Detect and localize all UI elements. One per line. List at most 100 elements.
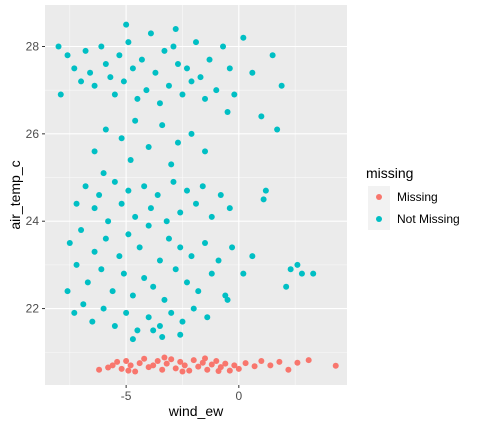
data-point: [217, 192, 224, 198]
data-point: [109, 288, 116, 295]
data-point: [156, 257, 163, 264]
data-point: [204, 366, 211, 373]
data-point: [127, 157, 134, 164]
data-point: [240, 270, 247, 277]
data-point: [179, 368, 186, 375]
data-point: [98, 266, 105, 273]
data-point: [125, 187, 132, 194]
data-point: [305, 357, 312, 364]
data-point: [82, 47, 89, 54]
data-point: [159, 333, 166, 340]
data-point: [231, 362, 238, 369]
data-point: [156, 100, 163, 107]
data-point: [129, 292, 136, 299]
data-point: [258, 357, 265, 364]
data-point: [132, 117, 139, 124]
data-point: [226, 65, 233, 72]
data-point: [71, 309, 78, 316]
legend-key-dot: [376, 216, 382, 222]
data-point: [161, 47, 168, 54]
data-point: [287, 266, 294, 273]
data-point: [195, 363, 202, 370]
data-point: [150, 283, 157, 290]
data-point: [170, 178, 177, 185]
data-point: [213, 87, 220, 94]
data-point: [262, 187, 269, 194]
data-point: [73, 200, 80, 207]
data-point: [163, 360, 170, 367]
data-point: [120, 78, 127, 85]
data-point: [80, 301, 87, 308]
data-point: [64, 288, 71, 295]
data-point: [174, 139, 181, 146]
y-tick-label: 24: [26, 214, 40, 228]
data-point: [96, 192, 103, 198]
data-point: [231, 91, 238, 98]
data-point: [100, 305, 107, 312]
data-point: [118, 365, 125, 372]
data-point: [249, 253, 256, 260]
data-point: [127, 362, 134, 369]
data-point: [138, 56, 145, 63]
data-point: [100, 170, 107, 177]
data-point: [161, 296, 168, 303]
data-point: [109, 362, 116, 369]
data-point: [222, 360, 229, 367]
data-points: [55, 21, 339, 375]
data-point: [154, 192, 161, 198]
data-point: [82, 183, 89, 190]
legend: missing Missing Not Missing: [366, 165, 460, 230]
data-point: [159, 122, 166, 129]
data-point: [188, 130, 195, 137]
data-point: [190, 305, 197, 312]
data-point: [136, 360, 143, 367]
data-point: [145, 364, 152, 371]
data-point: [202, 355, 209, 362]
data-point: [87, 69, 94, 76]
data-point: [141, 355, 148, 362]
data-point: [332, 362, 339, 369]
data-point: [125, 367, 132, 374]
data-point: [215, 368, 222, 375]
data-point: [276, 358, 283, 365]
data-point: [224, 296, 231, 303]
data-point: [283, 283, 290, 290]
data-point: [66, 240, 73, 247]
data-point: [152, 69, 159, 76]
data-point: [154, 357, 161, 364]
data-point: [84, 279, 91, 286]
data-point: [177, 358, 184, 365]
data-point: [294, 359, 301, 366]
data-point: [129, 65, 136, 72]
data-point: [193, 200, 199, 207]
data-point: [235, 365, 242, 372]
data-point: [226, 367, 233, 374]
data-point: [123, 21, 130, 28]
legend-items: Missing Not Missing: [368, 186, 460, 230]
data-point: [267, 362, 274, 369]
data-point: [143, 87, 150, 94]
data-point: [215, 257, 222, 264]
data-point: [186, 367, 193, 374]
data-point: [107, 74, 114, 81]
x-tick-label: -5: [121, 389, 132, 403]
data-point: [73, 261, 80, 268]
data-point: [197, 74, 204, 81]
data-point: [226, 205, 233, 212]
data-point: [220, 43, 227, 50]
data-point: [269, 52, 276, 59]
data-point: [145, 314, 152, 321]
data-point: [150, 362, 157, 369]
data-point: [208, 361, 215, 368]
data-point: [111, 178, 118, 185]
data-point: [188, 253, 195, 260]
x-axis-title: wind_ew: [168, 403, 224, 419]
data-point: [116, 52, 123, 59]
x-axis-ticks: -5 0: [121, 385, 242, 403]
data-point: [174, 60, 181, 67]
data-point: [125, 231, 132, 238]
y-axis-title: air_temp_c: [7, 160, 23, 229]
data-point: [258, 113, 265, 120]
plot-panel: [45, 5, 347, 385]
data-point: [132, 213, 139, 220]
